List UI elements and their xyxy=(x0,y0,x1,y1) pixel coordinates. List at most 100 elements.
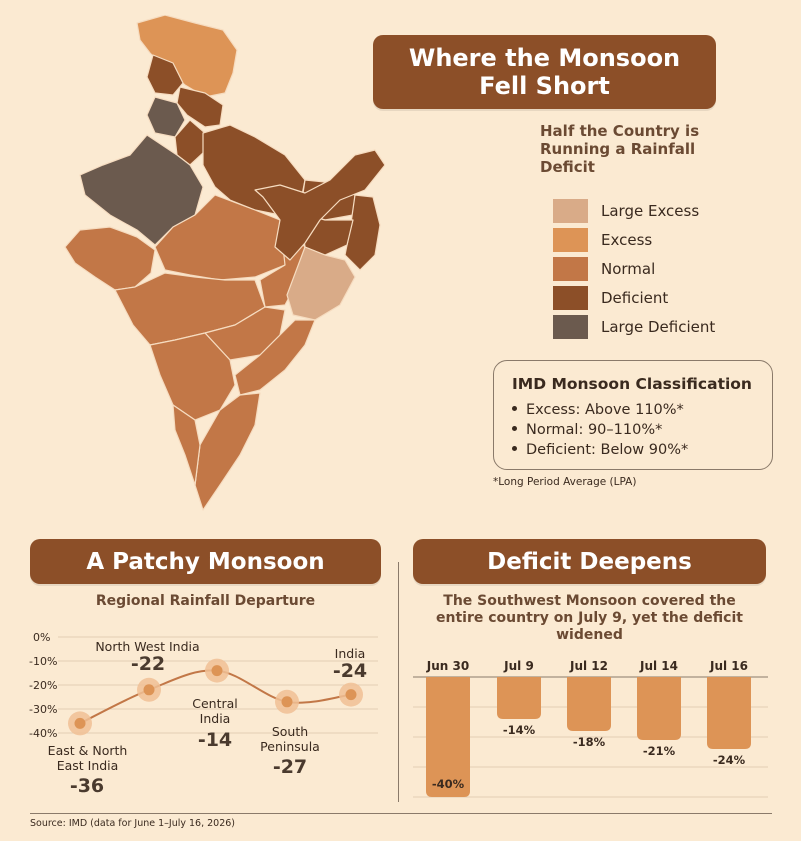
legend-item-deficient: Deficient xyxy=(553,286,668,310)
point-label-east-north-east: East & North East India xyxy=(30,743,145,773)
map-region-jammu-kashmir xyxy=(136,15,238,98)
point-value-central-india: -14 xyxy=(197,729,233,751)
legend-label: Deficient xyxy=(601,289,669,307)
data-point xyxy=(211,665,223,677)
bar-category-label: Jul 14 xyxy=(640,659,678,673)
legend-swatch xyxy=(553,199,588,223)
bar xyxy=(637,677,681,740)
legend-swatch xyxy=(553,286,588,310)
bar-value-label: -40% xyxy=(431,777,465,791)
y-tick-label: 0% xyxy=(33,631,51,644)
bar-category-label: Jul 16 xyxy=(710,659,748,673)
bar-value-label: -14% xyxy=(502,723,536,737)
legend-swatch xyxy=(553,315,588,339)
deficit-banner: Deficit Deepens xyxy=(413,539,766,584)
y-tick-label: -30% xyxy=(29,703,58,716)
map-region-rajasthan xyxy=(79,134,204,246)
bar-value-label: -18% xyxy=(572,735,606,749)
bar-category-label: Jul 12 xyxy=(570,659,608,673)
point-name-line-2: East India xyxy=(56,758,119,773)
point-name-line-1: East & North xyxy=(47,743,128,758)
patchy-subtitle: Regional Rainfall Departure xyxy=(95,593,316,609)
legend-label: Excess xyxy=(601,231,653,249)
y-tick-label: -20% xyxy=(29,679,58,692)
data-point xyxy=(74,717,86,729)
bar-category-label: Jun 30 xyxy=(426,659,470,673)
deficit-title: Deficit Deepens xyxy=(487,548,692,575)
patchy-title: A Patchy Monsoon xyxy=(86,548,325,575)
deficit-subtitle: The Southwest Monsoon covered the entire… xyxy=(413,593,766,644)
map-region-andhra-pradesh xyxy=(234,319,316,396)
map-region-north-east xyxy=(254,149,385,261)
classification-item-text: Excess: Above 110%* xyxy=(526,402,684,418)
point-value-south-peninsula: -27 xyxy=(272,756,308,778)
data-point xyxy=(143,684,155,696)
deficit-subtitle-line-1: The Southwest Monsoon covered the xyxy=(443,593,736,609)
bar xyxy=(567,677,611,731)
bar xyxy=(707,677,751,749)
map-subtitle: Half the Country is Running a Rainfall D… xyxy=(540,122,710,176)
data-point xyxy=(345,689,357,701)
point-label-south-peninsula: South Peninsula xyxy=(250,724,330,754)
point-name-line-2: Peninsula xyxy=(260,739,320,754)
map-region-uttarakhand xyxy=(176,86,224,128)
bar-category-label: Jul 9 xyxy=(504,659,534,673)
data-point xyxy=(281,696,293,708)
point-value-north-west: -22 xyxy=(130,653,166,675)
legend-swatch xyxy=(553,228,588,252)
bar-value-label: -24% xyxy=(712,753,746,767)
point-label-central-india: Central India xyxy=(180,696,250,726)
bar-value-label: -21% xyxy=(642,744,676,758)
classification-title: IMD Monsoon Classification xyxy=(512,375,752,393)
map-subtitle-line-3: Deficit xyxy=(540,158,595,176)
source-note: Source: IMD (data for June 1–July 16, 20… xyxy=(30,818,236,829)
title-banner: Where the Monsoon Fell Short xyxy=(373,35,716,109)
map-subtitle-line-1: Half the Country is xyxy=(540,122,700,140)
map-region-kerala xyxy=(172,404,201,486)
bullet-icon xyxy=(512,445,517,451)
point-value-india: -24 xyxy=(332,660,368,682)
legend-label: Large Excess xyxy=(601,202,700,220)
point-name-line-1: Central xyxy=(192,696,238,711)
bar xyxy=(497,677,541,719)
bullet-icon xyxy=(512,405,517,411)
classification-item: Normal: 90–110%* xyxy=(512,422,662,438)
y-tick-label: -40% xyxy=(29,727,58,740)
deficit-subtitle-line-2: entire country on July 9, yet the defici… xyxy=(436,610,743,626)
map-region-odisha xyxy=(286,246,356,321)
patchy-banner: A Patchy Monsoon xyxy=(30,539,381,584)
legend-item-large-deficient: Large Deficient xyxy=(553,315,715,339)
legend-label: Normal xyxy=(601,260,656,278)
map-region-telangana xyxy=(204,306,286,361)
point-name-line-1: North West India xyxy=(95,639,200,654)
map-region-karnataka xyxy=(149,332,236,421)
point-name-line-1: South xyxy=(271,724,309,739)
legend-item-excess: Excess xyxy=(553,228,652,252)
bullet-icon xyxy=(512,425,517,431)
classification-item-text: Normal: 90–110%* xyxy=(526,422,663,438)
footer-rule xyxy=(30,813,772,814)
classification-item: Excess: Above 110%* xyxy=(512,402,684,418)
legend-swatch xyxy=(553,257,588,281)
legend-item-normal: Normal xyxy=(553,257,655,281)
point-label-india: India xyxy=(320,646,380,661)
india-rainfall-map xyxy=(64,15,385,511)
deficit-subtitle-line-3: widened xyxy=(556,627,623,643)
legend-item-large-excess: Large Excess xyxy=(553,199,699,223)
classification-item-text: Deficient: Below 90%* xyxy=(526,442,689,458)
map-subtitle-line-2: Running a Rainfall xyxy=(540,140,696,158)
point-name-line-1: India xyxy=(334,646,366,661)
classification-footnote: *Long Period Average (LPA) xyxy=(493,476,637,488)
classification-item: Deficient: Below 90%* xyxy=(512,442,688,458)
bar xyxy=(426,677,470,797)
point-value-east-north-east: -36 xyxy=(69,775,105,797)
classification-box: IMD Monsoon Classification Excess: Above… xyxy=(493,360,773,470)
map-region-himachal xyxy=(146,54,184,96)
point-name-line-2: India xyxy=(199,711,231,726)
y-tick-label: -10% xyxy=(29,655,58,668)
title-line-1: Where the Monsoon xyxy=(408,44,681,72)
title-line-2: Fell Short xyxy=(479,72,610,100)
legend-label: Large Deficient xyxy=(601,318,716,336)
